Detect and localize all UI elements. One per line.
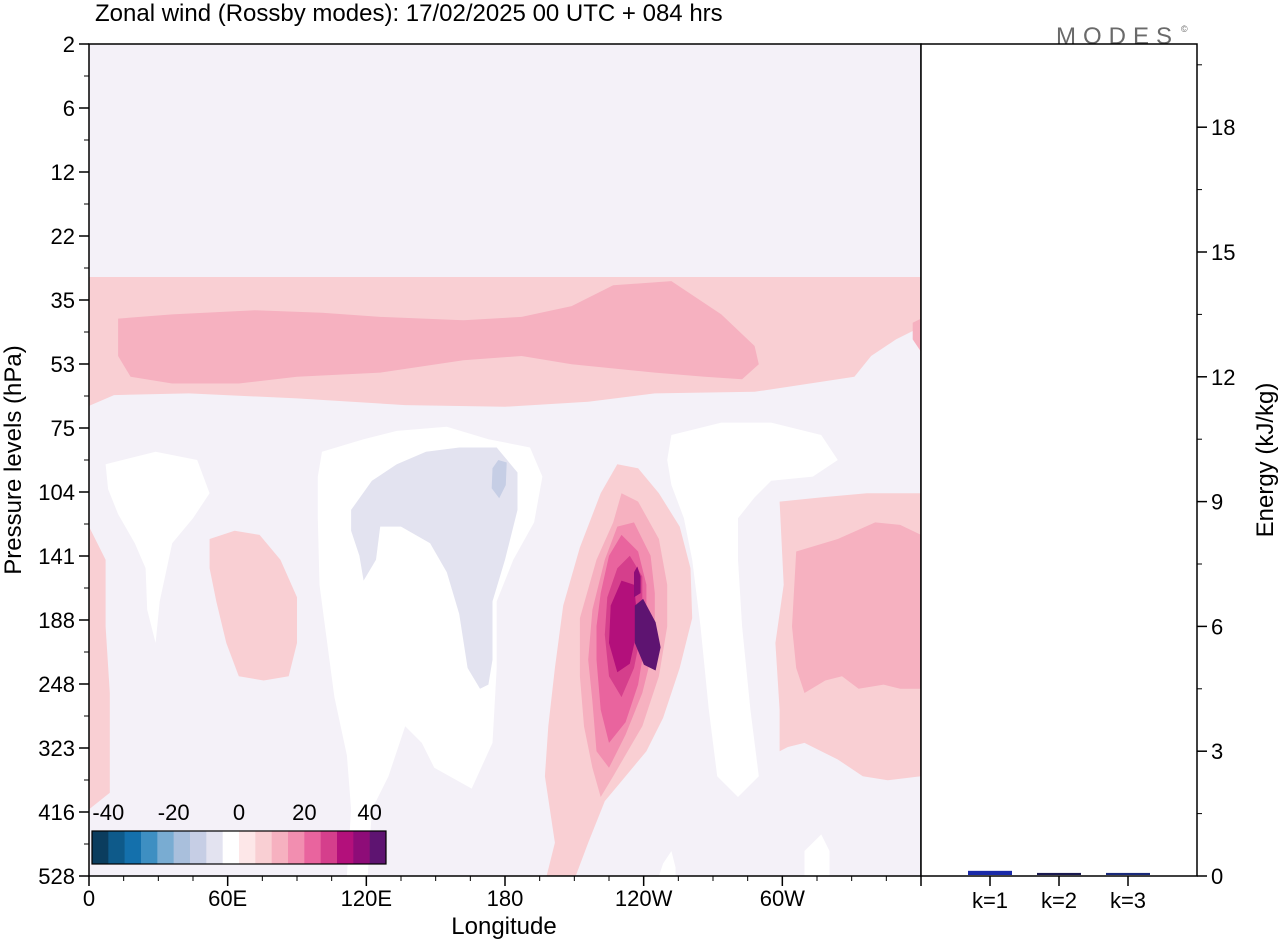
colorbar-swatch (320, 831, 338, 864)
energy-category-label: k=3 (1110, 888, 1146, 913)
energy-tick-label: 18 (1211, 115, 1235, 140)
contour--5-3 (658, 851, 676, 876)
contour--15-0 (491, 460, 507, 499)
contour-40-0 (634, 598, 661, 671)
colorbar-swatch (271, 831, 289, 864)
y-tick-label: 141 (38, 544, 75, 569)
colorbar-swatch (288, 831, 305, 864)
y-tick-label: 248 (38, 672, 75, 697)
longitude-axis: 0 60E 120E 180 120W 60W (83, 876, 922, 911)
energy-tick-label: 3 (1211, 739, 1223, 764)
contour-35-0 (634, 566, 641, 598)
colorbar-swatch (369, 831, 387, 864)
colorbar-swatch (239, 831, 256, 864)
y-tick-label: 6 (63, 96, 75, 121)
energy-axis-label: Energy (kJ/kg) (1252, 383, 1279, 538)
y-tick-label: 416 (38, 800, 75, 825)
pressure-axis: 2 6 12 22 35 53 75 104 141 188 248 323 416 528 (38, 32, 89, 889)
colorbar-tick-label: 20 (292, 800, 316, 825)
y-tick-label: 323 (38, 736, 75, 761)
colorbar-swatch (92, 831, 109, 864)
colorbar-swatch (108, 831, 125, 864)
colorbar: -40 -20 0 20 40 (91, 800, 387, 865)
colorbar-swatch (206, 831, 223, 864)
x-axis-label: Longitude (451, 913, 556, 940)
x-tick-label: 0 (83, 886, 95, 911)
contour--10-0 (351, 447, 518, 689)
x-tick-label: 60W (760, 886, 805, 911)
contour-10-0 (118, 281, 759, 384)
contour--5-2 (667, 422, 838, 797)
y-tick-label: 2 (63, 32, 75, 57)
colorbar-tick-label: -40 (92, 800, 124, 825)
colorbar-swatch (141, 831, 158, 864)
contour-5-4 (89, 526, 110, 810)
colorbar-frame (91, 830, 387, 865)
y-tick-label: 528 (38, 864, 75, 889)
y-tick-label: 104 (38, 480, 75, 505)
brand-mark: © (1181, 24, 1188, 34)
colorbar-swatch (353, 831, 370, 864)
colorbar-swatch (255, 831, 272, 864)
colorbar-swatch (304, 831, 321, 864)
x-tick-label: 120E (341, 886, 392, 911)
energy-tick-label: 15 (1211, 240, 1235, 265)
colorbar-swatch (124, 831, 142, 864)
chart-title: Zonal wind (Rossby modes): 17/02/2025 00… (95, 0, 723, 27)
contour-10-2 (792, 522, 921, 693)
energy-panel: 0 3 6 9 12 15 18 k=1 k=2 k=3 (920, 43, 1235, 913)
y-tick-label: 75 (51, 416, 75, 441)
colorbar-swatch (222, 831, 240, 864)
y-tick-label: 53 (51, 352, 75, 377)
energy-bar-k=2 (1037, 872, 1081, 875)
colorbar-tick-label: 40 (357, 800, 381, 825)
y-tick-label: 12 (51, 160, 75, 185)
energy-frame (920, 43, 1198, 877)
energy-tick-label: 6 (1211, 614, 1223, 639)
contour-5-1 (209, 530, 297, 681)
energy-tick-label: 0 (1211, 864, 1223, 889)
colorbar-swatch (190, 831, 207, 864)
heatmap-area (89, 44, 921, 876)
contour-10-1 (912, 318, 921, 352)
contour--5-4 (804, 834, 830, 876)
contour--5-0 (105, 451, 210, 643)
contour-30-0 (609, 580, 639, 673)
y-tick-label: 35 (51, 288, 75, 313)
x-tick-label: 120W (615, 886, 673, 911)
x-tick-label: 60E (208, 886, 247, 911)
y-axis-label: Pressure levels (hPa) (0, 345, 27, 574)
contour-0-0 (89, 44, 921, 271)
y-tick-label: 188 (38, 608, 75, 633)
colorbar-swatch (173, 831, 191, 864)
energy-category-label: k=1 (972, 888, 1008, 913)
x-tick-label: 180 (487, 886, 524, 911)
energy-tick-label: 9 (1211, 490, 1223, 515)
colorbar-swatch (157, 831, 174, 864)
energy-tick-label: 12 (1211, 365, 1235, 390)
energy-category-label: k=2 (1041, 888, 1077, 913)
y-tick-label: 22 (51, 224, 75, 249)
colorbar-tick-label: 0 (233, 800, 245, 825)
energy-bar-k=1 (968, 870, 1012, 875)
colorbar-swatch (337, 831, 354, 864)
energy-bar-k=3 (1106, 872, 1150, 875)
colorbar-tick-label: -20 (158, 800, 190, 825)
